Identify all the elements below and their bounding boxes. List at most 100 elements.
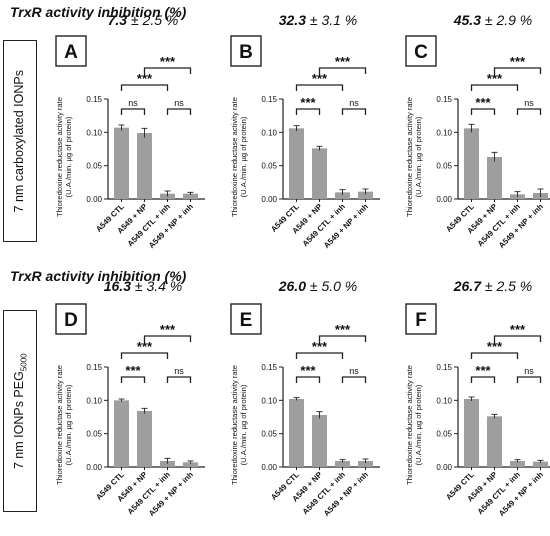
- significance-label: ***: [160, 54, 176, 69]
- significance-bracket: [143, 335, 192, 342]
- significance-label: ns: [524, 366, 534, 376]
- significance-label: ns: [349, 366, 359, 376]
- significance-bracket: [470, 108, 496, 115]
- significance-bracket: [295, 108, 321, 115]
- significance-label: ns: [524, 98, 534, 108]
- bar: [137, 133, 152, 199]
- y-tick-label: 0.05: [436, 162, 452, 171]
- significance-bracket: [341, 108, 367, 115]
- bar: [464, 399, 479, 467]
- row-1-side-label-box: 7 nm carboxylated IONPs: [3, 40, 37, 242]
- significance-label: ns: [349, 98, 359, 108]
- panel-letter: F: [415, 310, 427, 331]
- y-tick-label: 0.05: [261, 430, 277, 439]
- y-tick-label: 0.00: [86, 463, 102, 472]
- significance-label: ***: [125, 363, 141, 378]
- y-tick-label: 0.05: [261, 162, 277, 171]
- y-axis-label: Thioredoxine reductase activity rate: [230, 365, 239, 485]
- significance-label: ***: [510, 54, 526, 69]
- bar: [487, 416, 502, 467]
- significance-label: ***: [335, 322, 351, 337]
- bar: [358, 461, 373, 467]
- significance-label: ns: [128, 98, 138, 108]
- y-axis-label: Thioredoxine reductase activity rate: [230, 97, 239, 217]
- panel-f-chart: F Thioredoxine reductase activity rate (U.…: [405, 303, 550, 518]
- panel-d-chart: D Thioredoxine reductase activity rate (U.…: [55, 303, 205, 518]
- panel-b-chart: B Thioredoxine reductase activity rate (U.…: [230, 35, 380, 250]
- y-axis-label: Thioredoxine reductase activity rate: [405, 365, 414, 485]
- panel-a-chart: A Thioredoxine reductase activity rate (U.…: [55, 35, 205, 250]
- y-tick-label: 0.05: [436, 430, 452, 439]
- panel-c-chart: C Thioredoxine reductase activity rate (U.…: [405, 35, 550, 250]
- significance-bracket: [295, 84, 344, 91]
- bar: [289, 399, 304, 467]
- significance-label: ***: [312, 339, 328, 354]
- panel-f-inhibition: 26.7 ± 2.5 %: [453, 278, 533, 294]
- y-tick-label: 0.10: [436, 396, 452, 405]
- panel-e-inhibition: 26.0 ± 5.0 %: [278, 278, 358, 294]
- panel-letter: D: [64, 310, 78, 331]
- bar: [312, 415, 327, 467]
- significance-bracket: [318, 67, 367, 74]
- significance-bracket: [120, 376, 146, 383]
- significance-bracket: [166, 108, 192, 115]
- significance-label: ***: [300, 95, 316, 110]
- bar: [114, 127, 129, 199]
- y-tick-label: 0.10: [86, 128, 102, 137]
- significance-bracket: [120, 352, 169, 359]
- bar: [160, 461, 175, 467]
- y-axis-label: Thioredoxine reductase activity rate: [55, 365, 64, 485]
- significance-label: ns: [174, 366, 184, 376]
- significance-bracket: [341, 376, 367, 383]
- y-tick-label: 0.15: [436, 95, 452, 104]
- panel-d-inhibition: 16.3 ± 3.4 %: [103, 278, 183, 294]
- y-tick-label: 0.00: [261, 463, 277, 472]
- panel-letter: B: [239, 42, 253, 63]
- y-tick-label: 0.15: [86, 95, 102, 104]
- significance-bracket: [516, 108, 542, 115]
- panel-b-inhibition: 32.3 ± 3.1 %: [278, 12, 358, 28]
- panel-letter: C: [414, 42, 428, 63]
- y-tick-label: 0.00: [436, 463, 452, 472]
- panel-letter: A: [64, 42, 78, 63]
- y-tick-label: 0.15: [261, 95, 277, 104]
- panel-letter-box: [55, 303, 87, 335]
- significance-label: ***: [160, 322, 176, 337]
- row-2-side-label-box: 7 nm IONPs PEG5000: [3, 310, 37, 512]
- panel-letter-box: [230, 303, 262, 335]
- y-axis-label-units: (U.A./min. µg of protein): [414, 384, 423, 465]
- y-tick-label: 0.00: [261, 195, 277, 204]
- y-tick-label: 0.00: [436, 195, 452, 204]
- y-tick-label: 0.15: [261, 363, 277, 372]
- y-tick-label: 0.15: [436, 363, 452, 372]
- bar: [533, 461, 548, 467]
- y-tick-label: 0.10: [261, 396, 277, 405]
- y-axis-label: Thioredoxine reductase activity rate: [55, 97, 64, 217]
- y-axis-label-units: (U.A./min. µg of protein): [414, 116, 423, 197]
- panel-e-chart: E Thioredoxine reductase activity rate (U.…: [230, 303, 380, 518]
- significance-label: ns: [174, 98, 184, 108]
- significance-bracket: [318, 335, 367, 342]
- panel-letter-box: [405, 303, 437, 335]
- bar: [183, 193, 198, 199]
- y-axis-label-units: (U.A./min. µg of protein): [64, 384, 73, 465]
- y-tick-label: 0.00: [86, 195, 102, 204]
- significance-label: ***: [335, 54, 351, 69]
- significance-bracket: [120, 84, 169, 91]
- row-1-side-label: 7 nm carboxylated IONPs: [11, 70, 26, 213]
- significance-bracket: [166, 376, 192, 383]
- bar: [335, 192, 350, 199]
- significance-label: ***: [487, 339, 503, 354]
- significance-label: ***: [510, 322, 526, 337]
- bar: [312, 148, 327, 199]
- y-axis-label-units: (U.A./min. µg of protein): [239, 116, 248, 197]
- significance-bracket: [493, 335, 542, 342]
- significance-label: ***: [475, 95, 491, 110]
- row-2-side-label: 7 nm IONPs PEG5000: [11, 353, 29, 470]
- significance-bracket: [295, 376, 321, 383]
- y-axis-label-units: (U.A./min. µg of protein): [64, 116, 73, 197]
- y-tick-label: 0.10: [436, 128, 452, 137]
- row-2-inhibition-label: TrxR activity inhibition (%): [10, 268, 187, 284]
- significance-bracket: [120, 108, 146, 115]
- bar: [183, 462, 198, 467]
